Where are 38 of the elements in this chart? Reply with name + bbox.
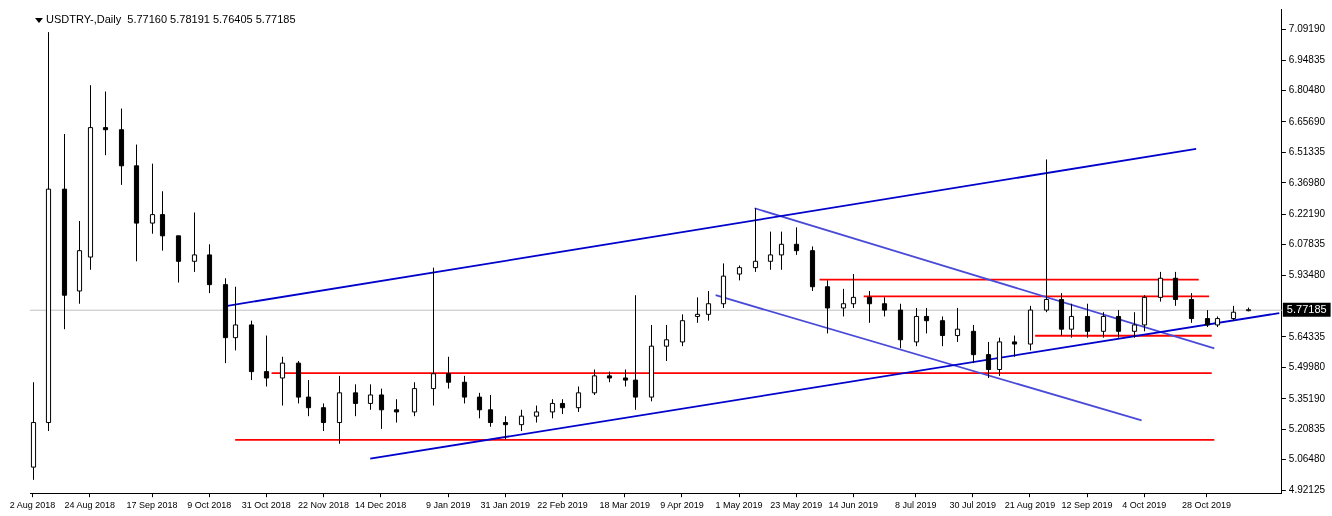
x-tick-label: 23 May 2019 [770, 500, 823, 511]
x-tick-label: 9 Oct 2018 [187, 500, 232, 511]
x-tick-label: 9 Apr 2019 [660, 500, 704, 511]
x-tick-label: 28 Oct 2019 [1182, 500, 1232, 511]
x-tick-label: 22 Feb 2019 [537, 500, 588, 511]
y-tick-label: 6.80480 [1288, 84, 1326, 96]
x-tick-label: 18 Mar 2019 [599, 500, 651, 511]
x-tick-label: 8 Jul 2019 [894, 500, 937, 511]
x-tick-label: 31 Oct 2018 [241, 500, 291, 511]
x-tick-label: 1 May 2019 [715, 500, 763, 511]
x-tick-label: 14 Jun 2019 [828, 500, 879, 511]
x-tick-label: 30 Jul 2019 [949, 500, 997, 511]
y-tick-label: 5.93480 [1288, 268, 1326, 280]
y-tick-label: 5.20835 [1288, 423, 1326, 435]
ref-line-label: 5.77185 [1286, 302, 1327, 315]
x-tick-label: 9 Jan 2019 [425, 500, 471, 511]
chart-title: USDTRY-,Daily 5.77160 5.78191 5.76405 5.77185 [46, 13, 296, 26]
x-tick-label: 4 Oct 2019 [1122, 500, 1167, 511]
x-tick-label: 24 Aug 2018 [64, 500, 116, 511]
y-tick-label: 4.92125 [1288, 483, 1326, 495]
y-tick-label: 5.35190 [1288, 392, 1326, 404]
y-tick-label: 6.51335 [1288, 146, 1326, 158]
x-tick-label: 31 Jan 2019 [480, 500, 531, 511]
x-tick-label: 21 Aug 2019 [1004, 500, 1056, 511]
x-tick-label: 17 Sep 2018 [126, 500, 178, 511]
y-tick-label: 5.49980 [1288, 361, 1326, 373]
y-tick-label: 6.07835 [1288, 238, 1326, 250]
x-tick-label: 2 Aug 2018 [9, 500, 56, 511]
y-tick-label: 7.09190 [1288, 23, 1326, 35]
y-tick-label: 5.64335 [1288, 330, 1326, 342]
y-tick-label: 6.94835 [1288, 53, 1326, 65]
x-tick-label: 12 Sep 2019 [1061, 500, 1113, 511]
x-tick-label: 14 Dec 2018 [355, 500, 407, 511]
y-tick-label: 6.22190 [1288, 207, 1326, 219]
x-tick-label: 22 Nov 2018 [297, 500, 350, 511]
y-tick-label: 6.36980 [1288, 176, 1326, 188]
y-tick-label: 5.06480 [1288, 453, 1326, 465]
y-tick-label: 6.65690 [1288, 115, 1326, 127]
